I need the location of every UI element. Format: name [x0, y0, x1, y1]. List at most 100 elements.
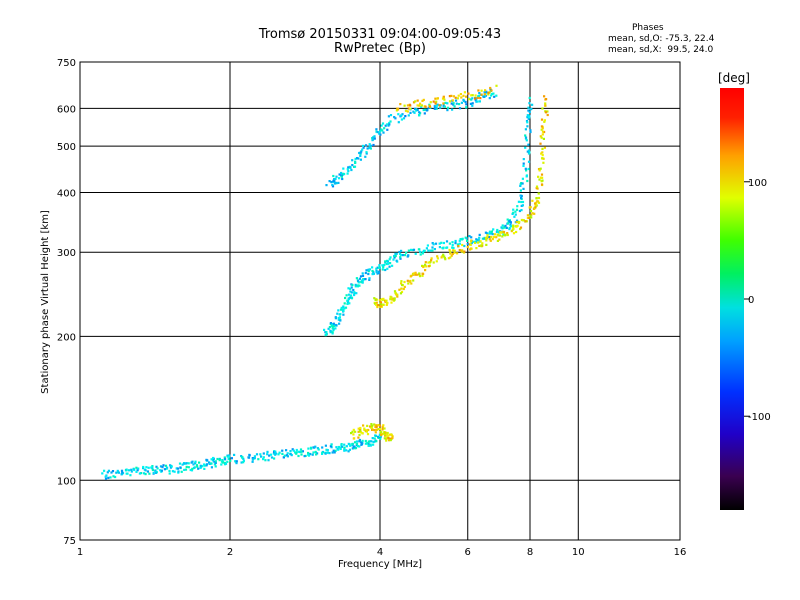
data-point [460, 249, 463, 252]
data-point [151, 468, 154, 471]
data-point [520, 182, 523, 185]
colorbar [720, 88, 744, 510]
data-point [449, 250, 452, 253]
data-point [363, 427, 366, 430]
data-point [369, 144, 372, 147]
data-point [281, 452, 284, 455]
data-point [443, 105, 446, 108]
data-point [349, 294, 353, 297]
data-point [421, 252, 424, 255]
data-point [178, 462, 182, 465]
data-point [457, 245, 460, 248]
data-point [314, 445, 317, 448]
data-point [367, 272, 370, 276]
data-point [541, 154, 544, 157]
data-point [115, 471, 118, 474]
data-point [402, 287, 405, 291]
data-point [114, 475, 117, 479]
data-point [476, 96, 479, 99]
data-point [474, 241, 477, 244]
data-point [483, 237, 486, 240]
data-point [420, 104, 423, 107]
data-point [395, 109, 398, 112]
data-point [442, 104, 445, 107]
data-point [132, 468, 135, 471]
data-point [539, 176, 542, 179]
data-point [194, 460, 197, 463]
data-point [535, 187, 538, 190]
data-point [312, 446, 315, 449]
data-point [386, 128, 389, 131]
data-point [526, 116, 529, 119]
data-point [351, 447, 354, 450]
data-point [418, 114, 421, 117]
data-point [407, 114, 410, 117]
data-point [156, 467, 159, 470]
data-point [378, 266, 381, 269]
data-point [495, 236, 498, 239]
data-point [382, 266, 385, 269]
data-point [450, 94, 453, 97]
data-point [388, 439, 391, 442]
data-point [334, 449, 337, 452]
data-point [162, 464, 165, 467]
data-point [415, 109, 418, 112]
data-point [328, 452, 331, 455]
data-point [343, 446, 346, 449]
data-point [354, 161, 357, 164]
data-point [138, 472, 141, 475]
data-point [375, 271, 378, 274]
data-point [106, 471, 109, 474]
data-point [515, 219, 519, 222]
data-point [262, 456, 265, 459]
data-point [445, 240, 449, 243]
data-point [446, 106, 450, 109]
data-point [228, 455, 231, 458]
data-point [180, 470, 183, 473]
data-point [403, 254, 407, 257]
data-point [381, 129, 384, 132]
data-point [351, 443, 354, 446]
data-point [340, 306, 343, 309]
data-point [387, 434, 390, 437]
data-point [381, 268, 384, 271]
data-point [360, 443, 363, 446]
data-point [524, 128, 527, 131]
data-point [471, 97, 474, 100]
data-point [281, 449, 284, 452]
data-point [357, 430, 360, 433]
data-point [454, 239, 457, 243]
data-point [417, 248, 420, 251]
data-point [154, 471, 158, 474]
data-point [358, 433, 361, 437]
data-point [401, 113, 404, 116]
data-point [334, 317, 337, 320]
data-point [458, 242, 461, 245]
data-point [531, 199, 534, 202]
x-tick-label: 8 [527, 547, 533, 558]
data-point [492, 235, 496, 239]
data-point [227, 457, 230, 460]
data-point [451, 108, 454, 111]
data-point [325, 333, 328, 336]
data-point [535, 185, 539, 188]
data-point [513, 215, 516, 218]
data-point [525, 175, 528, 178]
data-point [351, 283, 354, 287]
data-point [509, 221, 512, 224]
data-point [456, 97, 459, 100]
data-point [339, 447, 342, 450]
data-point [539, 142, 542, 145]
data-point [493, 233, 496, 236]
data-point [418, 111, 421, 114]
data-point [430, 259, 433, 262]
data-point [409, 107, 412, 110]
data-point [453, 251, 456, 254]
data-points [101, 84, 549, 480]
data-point [516, 205, 519, 208]
data-point [277, 453, 280, 456]
data-point [525, 139, 528, 142]
data-point [361, 281, 364, 284]
data-point [109, 476, 112, 479]
data-point [506, 218, 509, 221]
